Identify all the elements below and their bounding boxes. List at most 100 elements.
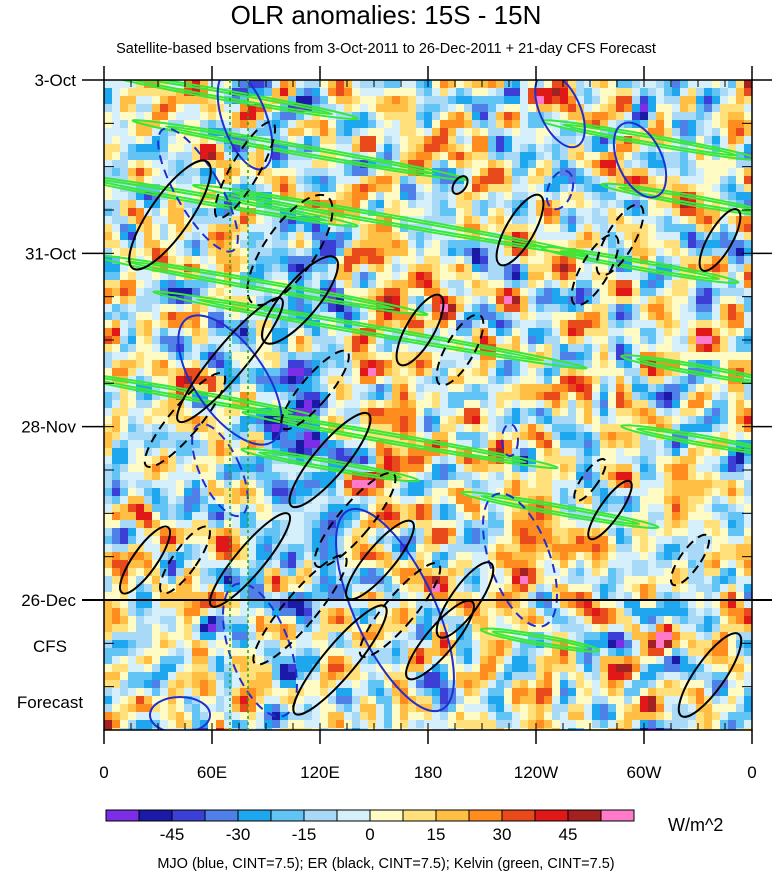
field-cell <box>336 304 345 313</box>
field-cell <box>680 176 689 185</box>
field-cell <box>480 160 489 169</box>
field-cell <box>104 544 113 553</box>
field-cell <box>392 568 401 577</box>
field-cell <box>168 168 177 177</box>
field-cell <box>344 512 353 521</box>
field-cell <box>384 496 393 505</box>
field-cell <box>352 200 361 209</box>
field-cell <box>624 480 633 489</box>
field-cell <box>408 240 417 249</box>
field-cell <box>248 392 257 401</box>
field-cell <box>664 472 673 481</box>
field-cell <box>528 352 537 361</box>
field-cell <box>480 480 489 489</box>
field-cell <box>320 552 329 561</box>
field-cell <box>512 160 521 169</box>
field-cell <box>472 496 481 505</box>
field-cell <box>256 328 265 337</box>
field-cell <box>480 104 489 113</box>
field-cell <box>144 144 153 153</box>
field-cell <box>640 240 649 249</box>
field-cell <box>672 144 681 153</box>
field-cell <box>704 560 713 569</box>
field-cell <box>456 272 465 281</box>
field-cell <box>440 424 449 433</box>
field-cell <box>136 280 145 289</box>
field-cell <box>216 240 225 249</box>
field-cell <box>432 536 441 545</box>
field-cell <box>104 280 113 289</box>
field-cell <box>280 552 289 561</box>
field-cell <box>248 128 257 137</box>
field-cell <box>656 320 665 329</box>
field-cell <box>216 336 225 345</box>
field-cell <box>656 312 665 321</box>
field-cell <box>272 376 281 385</box>
field-cell <box>384 368 393 377</box>
field-cell <box>416 488 425 497</box>
field-cell <box>656 488 665 497</box>
field-cell <box>640 248 649 257</box>
field-cell <box>520 160 529 169</box>
field-cell <box>488 312 497 321</box>
field-cell <box>576 280 585 289</box>
field-cell <box>368 128 377 137</box>
field-cell <box>520 200 529 209</box>
field-cell <box>192 120 201 129</box>
field-cell <box>632 384 641 393</box>
field-cell <box>560 360 569 369</box>
field-cell <box>208 552 217 561</box>
field-cell <box>456 144 465 153</box>
field-cell <box>384 560 393 569</box>
field-cell <box>544 440 553 449</box>
field-cell <box>240 120 249 129</box>
field-cell <box>600 248 609 257</box>
field-cell <box>680 208 689 217</box>
field-cell <box>168 200 177 209</box>
field-cell <box>208 200 217 209</box>
field-cell <box>296 264 305 273</box>
field-cell <box>368 96 377 105</box>
field-cell <box>296 496 305 505</box>
field-cell <box>408 408 417 417</box>
field-cell <box>664 160 673 169</box>
field-cell <box>448 168 457 177</box>
field-cell <box>728 296 737 305</box>
field-cell <box>224 176 233 185</box>
field-cell <box>104 136 113 145</box>
field-cell <box>168 544 177 553</box>
field-cell <box>448 208 457 217</box>
field-cell <box>440 432 449 441</box>
field-cell <box>264 176 273 185</box>
field-cell <box>600 448 609 457</box>
field-cell <box>184 240 193 249</box>
field-cell <box>176 568 185 577</box>
field-cell <box>256 376 265 385</box>
field-cell <box>528 248 537 257</box>
field-cell <box>488 360 497 369</box>
field-cell <box>376 192 385 201</box>
field-cell <box>144 256 153 265</box>
field-cell <box>488 376 497 385</box>
field-cell <box>288 528 297 537</box>
field-cell <box>448 200 457 209</box>
field-cell <box>304 376 313 385</box>
field-cell <box>728 112 737 121</box>
field-cell <box>552 416 561 425</box>
field-cell <box>504 104 513 113</box>
field-cell <box>728 552 737 561</box>
field-cell <box>544 304 553 313</box>
field-cell <box>384 80 393 89</box>
field-cell <box>248 296 257 305</box>
field-cell <box>256 248 265 257</box>
field-cell <box>744 496 752 505</box>
field-cell <box>704 464 713 473</box>
field-cell <box>584 496 593 505</box>
field-cell <box>696 328 705 337</box>
field-cell <box>656 120 665 129</box>
field-cell <box>360 568 369 577</box>
field-cell <box>576 160 585 169</box>
field-cell <box>256 272 265 281</box>
field-cell <box>272 112 281 121</box>
